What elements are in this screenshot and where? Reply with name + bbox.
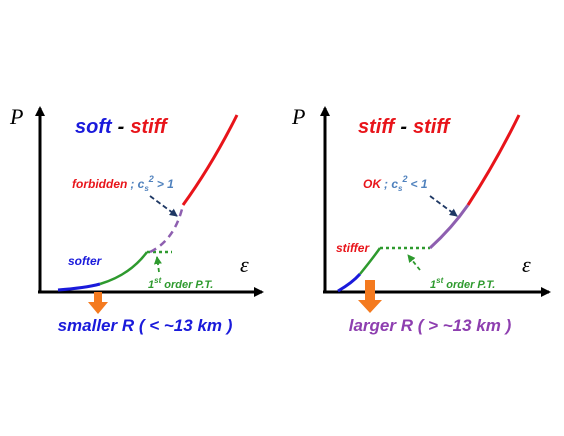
curve-green [99,251,149,286]
transition-rest: order P.T. [446,279,495,291]
annotation-cond: > 1 [157,177,174,191]
curve-blue [337,272,362,293]
annotation-word: forbidden [72,177,127,191]
annotation: OK; cs2 < 1 [363,174,428,193]
curve-purple [149,204,185,254]
annotation-arrow [149,195,178,217]
result-arrow [88,292,108,314]
right-panel: P ε stiff - stiff OK; cs2 < 1 stiffer 1st or… [291,104,551,335]
curve-green [359,247,382,275]
annotation-sub: s [398,184,403,193]
annotation-arrow [429,195,458,217]
title-right: stiff [130,116,169,138]
curve-label: stiffer [336,241,370,255]
curve-blue [57,282,101,292]
transition-arrow [153,256,162,273]
annotation-sup: 2 [401,174,407,184]
annotation-cond: < 1 [410,177,427,191]
curve-purple [428,204,470,250]
title-sep: - [118,116,125,138]
y-axis-label: P [291,104,305,129]
annotation-rest: ; c [130,177,144,191]
curve-label: softer [68,254,103,268]
transition-sup: st [154,276,161,285]
annotation-rest: ; c [384,177,398,191]
transition-num: 1 [148,279,154,291]
result: larger R ( > ~13 km ) [349,316,512,335]
title-left: soft [75,116,113,138]
title-left: stiff [358,116,397,138]
transition-rest: order P.T. [164,279,213,291]
annotation-sub: s [144,184,149,193]
transition-label: 1st order P.T. [430,276,495,291]
transition-num: 1 [430,279,436,291]
transition-label: 1st order P.T. [148,276,213,291]
title-sep: - [400,116,407,138]
title-right: stiff [413,116,452,138]
left-panel: P ε soft - stiff forbidden; cs2 > 1 softer … [9,104,264,335]
annotation-sup: 2 [148,174,154,184]
title: soft - stiff [75,116,169,138]
transition-arrow [407,254,421,271]
result-arrow [358,280,382,313]
title: stiff - stiff [358,116,452,138]
x-axis-label: ε [522,252,531,277]
annotation-word: OK [363,177,382,191]
transition-sup: st [436,276,443,285]
curve-red [181,114,239,206]
result: smaller R ( < ~13 km ) [58,316,233,335]
annotation: forbidden; cs2 > 1 [72,174,174,193]
x-axis-label: ε [240,252,249,277]
curve-red [466,114,521,206]
y-axis-label: P [9,104,23,129]
